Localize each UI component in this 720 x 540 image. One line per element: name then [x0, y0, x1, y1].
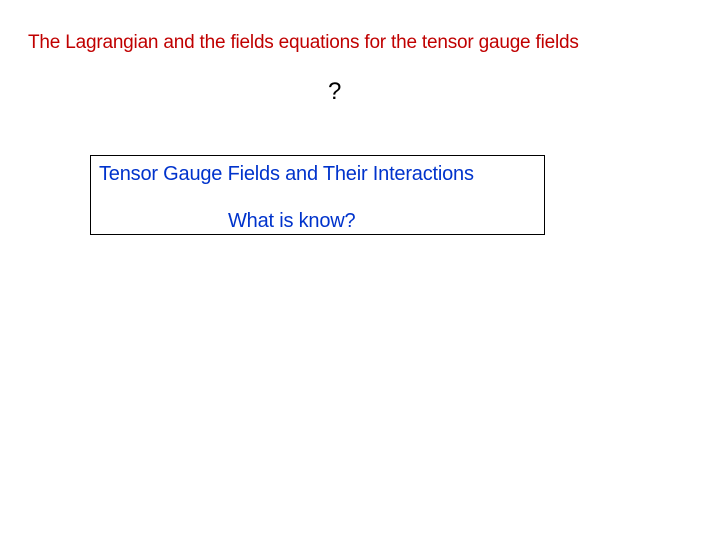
box-subheading: What is know? — [228, 210, 355, 233]
slide-title: The Lagrangian and the fields equations … — [28, 32, 579, 54]
box-heading: Tensor Gauge Fields and Their Interactio… — [99, 163, 474, 186]
question-mark: ? — [328, 78, 341, 106]
